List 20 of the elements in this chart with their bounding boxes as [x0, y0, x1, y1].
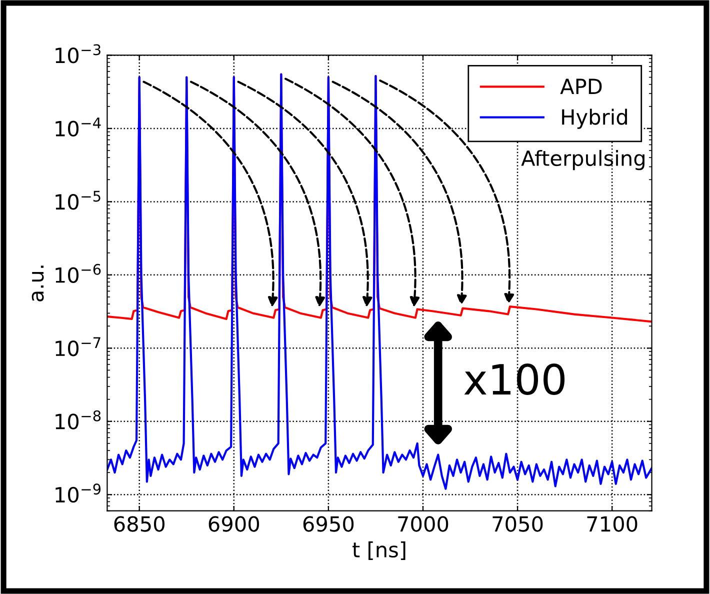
y-tick-label: 10$^{−6}$	[56, 264, 101, 283]
x-tick-label: 6950	[303, 516, 354, 532]
x-tick-label: 7000	[398, 516, 448, 532]
x-axis-title: t [ns]	[352, 541, 406, 560]
y-tick-label: 10$^{−7}$	[56, 337, 100, 356]
y-tick-label: 10$^{−4}$	[56, 118, 101, 137]
y-tick-label: 10$^{−3}$	[56, 44, 100, 64]
x-tick-label: 6900	[208, 516, 260, 532]
y-axis-title: a.u.	[32, 266, 44, 302]
legend-label: APD	[560, 78, 602, 94]
x-tick-label: 6850	[114, 516, 164, 532]
y-tick-label: 10$^{−5}$	[56, 190, 100, 210]
y-tick-label: 10$^{−8}$	[56, 410, 101, 430]
x-tick-label: 7100	[587, 516, 638, 532]
y-tick-label: 10$^{−9}$	[56, 484, 101, 503]
line-series	[107, 73, 652, 490]
legend-label: Hybrid	[562, 108, 627, 129]
x-tick-label: 7050	[492, 516, 543, 532]
annotation: Afterpulsing	[521, 150, 644, 170]
annotation: x100	[464, 364, 565, 396]
